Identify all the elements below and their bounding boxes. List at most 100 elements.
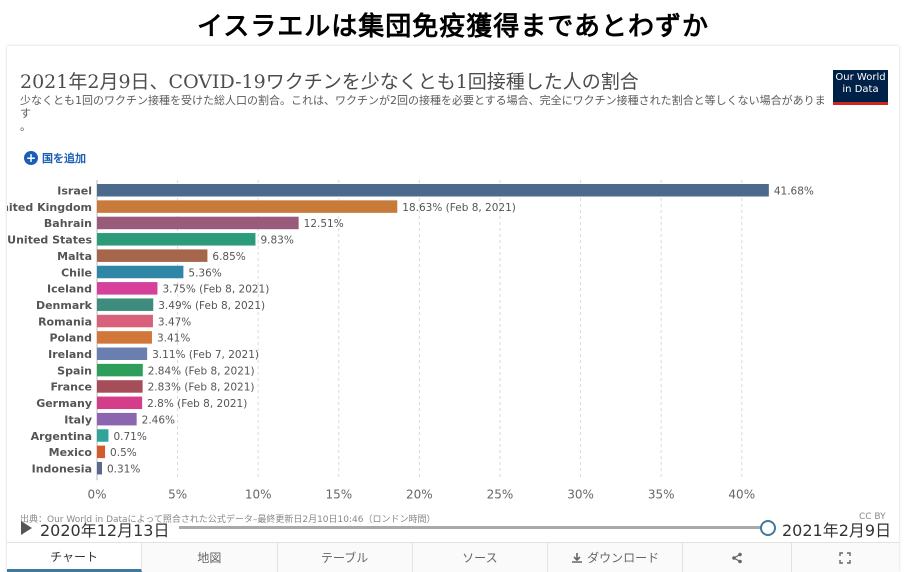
timeline-end-date: 2021年2月9日 (782, 521, 892, 540)
bar[interactable] (97, 380, 143, 393)
data-label: 3.41% (157, 333, 190, 345)
category-label: Germany (36, 397, 92, 410)
chart-title: 2021年2月9日、COVID-19ワクチンを少なくとも1回接種した人の割合 (20, 71, 639, 93)
data-label: 9.83% (260, 235, 293, 247)
plus-circle-icon: + (24, 151, 38, 165)
tab-download-label: ダウンロード (587, 551, 660, 565)
bar[interactable] (97, 265, 184, 279)
tab-map[interactable]: 地図 (142, 543, 278, 572)
data-label: 6.85% (212, 251, 245, 263)
category-label: Italy (64, 413, 92, 426)
tab-map-label: 地図 (197, 551, 222, 565)
x-tick-label: 25% (487, 487, 514, 501)
logo-line-1: Our World (835, 72, 886, 83)
data-label: 5.36% (188, 267, 221, 279)
bar[interactable] (97, 412, 137, 426)
tab-download[interactable]: ダウンロード (548, 543, 684, 572)
x-tick-label: 35% (648, 487, 675, 501)
bar[interactable] (97, 200, 398, 213)
bar[interactable] (97, 331, 152, 344)
x-tick-label: 30% (567, 487, 594, 501)
timeline-fill (179, 526, 767, 529)
x-tick-label: 20% (406, 487, 433, 501)
timeline-start-date: 2020年12月13日 (40, 521, 170, 540)
bar[interactable] (97, 429, 109, 442)
timeline-handle[interactable] (760, 520, 776, 536)
tab-sources-label: ソース (462, 551, 498, 565)
x-tick-label: 10% (245, 487, 272, 501)
tab-chart-label: チャート (50, 549, 99, 564)
tab-table-label: テーブル (320, 551, 369, 565)
x-tick-label: 5% (168, 487, 187, 501)
chart-subtitle-text: 少なくとも1回のワクチン接種を受けた総人口の割合。これは、ワクチンが2回の接種を… (20, 94, 826, 120)
tab-fullscreen[interactable] (792, 543, 899, 572)
category-label: Chile (61, 266, 92, 279)
logo-accent-bar (833, 102, 888, 105)
category-label: Indonesia (32, 462, 92, 475)
data-label: 2.83% (Feb 8, 2021) (148, 382, 255, 394)
bar[interactable] (97, 314, 153, 328)
data-label: 2.46% (142, 414, 175, 426)
data-label: 2.8% (Feb 8, 2021) (147, 398, 247, 410)
owid-logo[interactable]: Our World in Data (833, 70, 888, 105)
bar[interactable] (97, 347, 148, 361)
category-label: Mexico (49, 446, 93, 459)
timeline: 2020年12月13日 2021年2月9日 (7, 516, 899, 542)
data-label: 3.75% (Feb 8, 2021) (162, 284, 269, 296)
category-label: France (51, 381, 92, 394)
fullscreen-icon (839, 551, 852, 564)
data-label: 18.63% (Feb 8, 2021) (402, 202, 516, 214)
category-label: Argentina (31, 430, 92, 443)
data-label: 3.47% (158, 316, 191, 328)
data-label: 3.11% (Feb 7, 2021) (152, 349, 259, 361)
bar[interactable] (97, 216, 299, 230)
chart-subtitle: 少なくとも1回のワクチン接種を受けた総人口の割合。これは、ワクチンが2回の接種を… (20, 94, 830, 133)
add-country-label: 国を追加 (42, 152, 86, 165)
category-label: Israel (57, 185, 92, 198)
bar[interactable] (97, 396, 143, 410)
data-label: 41.68% (774, 186, 814, 198)
data-label: 0.5% (110, 447, 137, 459)
category-label: Romania (38, 315, 92, 328)
x-tick-label: 0% (87, 487, 106, 501)
category-label: Bahrain (44, 217, 92, 230)
x-tick-label: 40% (728, 487, 755, 501)
bar[interactable] (97, 461, 102, 475)
data-label: 12.51% (304, 218, 344, 230)
license-link[interactable]: CC BY (859, 512, 886, 522)
tab-share[interactable] (683, 543, 792, 572)
bar[interactable] (97, 445, 106, 459)
add-country-button[interactable]: + 国を追加 (24, 150, 86, 166)
data-label: 2.84% (Feb 8, 2021) (148, 365, 255, 377)
timeline-track[interactable] (179, 526, 767, 529)
category-label: Denmark (36, 299, 93, 312)
category-label: United States (7, 234, 92, 247)
bar[interactable] (97, 184, 769, 197)
tab-chart[interactable]: チャート (7, 543, 143, 572)
x-tick-label: 15% (325, 487, 352, 501)
data-label: 3.49% (Feb 8, 2021) (158, 300, 265, 312)
play-icon[interactable] (21, 521, 32, 535)
download-icon (572, 552, 583, 563)
tab-table[interactable]: テーブル (278, 543, 413, 572)
category-label: United Kingdom (7, 201, 92, 214)
bar[interactable] (97, 249, 208, 262)
bar[interactable] (97, 282, 158, 295)
category-label: Malta (57, 250, 92, 263)
bar[interactable] (97, 233, 256, 246)
source-note: 出典：Our World in Dataによって照合された公式データ–最終更新日… (20, 515, 436, 525)
data-label: 0.31% (107, 463, 140, 475)
share-icon (732, 552, 742, 563)
tab-sources[interactable]: ソース (413, 543, 548, 572)
logo-line-2: in Data (842, 84, 879, 95)
bar[interactable] (97, 298, 154, 311)
tab-bar: チャート 地図 テーブル ソース ダウンロード (7, 542, 899, 572)
category-label: Iceland (47, 283, 92, 296)
chart-subtitle-tail: 。 (20, 120, 31, 133)
category-label: Poland (49, 332, 92, 345)
chart-card: 2021年2月9日、COVID-19ワクチンを少なくとも1回接種した人の割合 少… (7, 46, 899, 572)
bar[interactable] (97, 363, 143, 377)
category-label: Spain (57, 364, 92, 377)
data-label: 0.71% (113, 431, 146, 443)
headline: イスラエルは集団免疫獲得まであとわずか (197, 12, 709, 42)
